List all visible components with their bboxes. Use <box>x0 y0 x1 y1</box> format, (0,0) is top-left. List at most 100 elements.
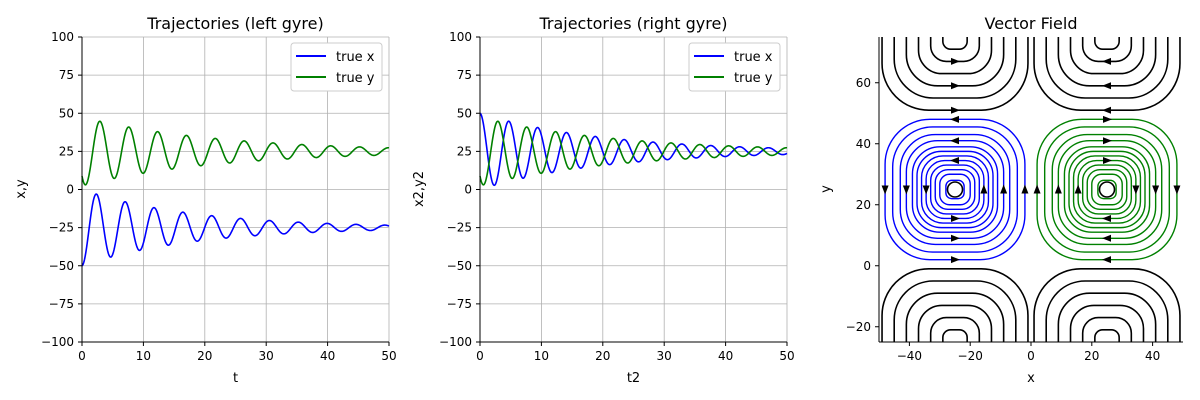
y-tick-label: 25 <box>457 144 472 158</box>
y-axis-label: x,y <box>14 179 29 199</box>
y-tick-label: −20 <box>846 320 871 334</box>
chart-title: Trajectories (right gyre) <box>538 14 727 33</box>
x-axis-label: t2 <box>627 371 640 386</box>
stream-line <box>881 268 1029 342</box>
x-tick-label: 40 <box>320 349 335 363</box>
stream-arrow <box>951 256 960 264</box>
stream-line <box>1081 37 1133 63</box>
stream-line <box>1072 155 1142 224</box>
stream-line <box>893 280 1017 342</box>
stream-arrow <box>951 363 960 370</box>
x-tick-label: 40 <box>1145 349 1160 363</box>
x-tick-label: 30 <box>657 349 672 363</box>
gyre-center <box>948 183 962 196</box>
stream-arrow <box>922 185 930 195</box>
stream-line <box>920 155 990 224</box>
stream-arrow <box>902 185 910 195</box>
x-tick-label: 0 <box>1027 349 1035 363</box>
series-line-true-x <box>479 112 788 187</box>
stream-line <box>893 37 1017 99</box>
x-tick-label: 10 <box>136 349 151 363</box>
stream-arrow <box>881 185 889 195</box>
chart-title: Trajectories (left gyre) <box>146 14 323 33</box>
stream-arrow <box>1000 184 1008 194</box>
stream-line <box>905 292 1005 342</box>
y-tick-label: −25 <box>49 221 74 235</box>
stream-line <box>1045 37 1169 99</box>
y-tick-label: 60 <box>856 76 871 90</box>
stream-line <box>929 316 981 342</box>
stream-line <box>1086 168 1128 211</box>
stream-line <box>1051 133 1163 246</box>
y-tick-label: −75 <box>49 297 74 311</box>
stream-line <box>1081 316 1133 342</box>
stream-group <box>881 37 1200 394</box>
chart-title: Vector Field <box>985 14 1078 33</box>
x-tick-label: −20 <box>958 349 983 363</box>
stream-arrow <box>980 184 988 194</box>
stream-line <box>917 37 993 75</box>
right-gyre-chart: Trajectories (right gyre) 0 10 20 30 40 50 −10… <box>412 14 795 386</box>
x-tick-label: 20 <box>595 349 610 363</box>
stream-arrow <box>1102 214 1111 222</box>
stream-line <box>1045 280 1169 342</box>
stream-line <box>1057 292 1157 342</box>
series-lines <box>479 112 788 187</box>
x-axis-label: x <box>1027 371 1035 386</box>
stream-arrow <box>1103 115 1112 123</box>
y-tick-label: −75 <box>447 297 472 311</box>
stream-arrow <box>1021 184 1029 194</box>
y-axis-label: x2,y2 <box>412 171 427 207</box>
x-tick-label: 30 <box>259 349 274 363</box>
stream-line <box>1186 116 1200 262</box>
x-tick-label: 10 <box>534 349 549 363</box>
stream-arrow <box>1102 363 1111 370</box>
legend-label-true-x: true x <box>734 50 773 65</box>
y-tick-label: 50 <box>59 106 74 120</box>
x-tick-label: 20 <box>197 349 212 363</box>
y-tick-label: 0 <box>66 183 74 197</box>
stream-arrow <box>950 137 959 145</box>
stream-line <box>939 173 971 206</box>
stream-line <box>945 179 965 200</box>
tick-labels: −40 −20 0 20 40 −20 0 20 40 60 <box>846 76 1161 363</box>
stream-line <box>1081 164 1133 215</box>
stream-line <box>1069 37 1145 75</box>
y-tick-label: 40 <box>856 137 871 151</box>
series-line-true-y <box>81 120 390 186</box>
gyre-center-ring <box>946 181 964 198</box>
stream-arrow <box>951 82 960 90</box>
y-tick-label: −50 <box>447 259 472 273</box>
stream-line <box>929 37 981 63</box>
x-tick-label: 50 <box>381 349 396 363</box>
legend-label-true-y: true y <box>336 71 375 86</box>
stream-arrow <box>951 57 960 65</box>
y-tick-label: 100 <box>51 30 74 44</box>
axes <box>875 37 1183 346</box>
tick-labels: 0 10 20 30 40 50 −100 −75 −50 −25 0 25 50 75 100 <box>439 30 795 363</box>
y-tick-label: −100 <box>439 335 472 349</box>
legend: true x true y <box>688 42 781 92</box>
left-gyre-chart: Trajectories (left gyre) 0 10 20 30 40 50 −100… <box>14 14 397 386</box>
y-tick-label: −25 <box>447 221 472 235</box>
stream-line <box>1033 268 1181 342</box>
y-tick-label: 0 <box>464 183 472 197</box>
x-tick-label: −40 <box>897 349 922 363</box>
y-axis-label: y <box>819 185 834 193</box>
stream-line <box>891 126 1019 253</box>
x-tick-label: 0 <box>78 349 86 363</box>
y-tick-label: 100 <box>449 30 472 44</box>
stream-line <box>1097 179 1117 200</box>
legend-label-true-x: true x <box>336 50 375 65</box>
stream-line <box>916 150 994 229</box>
stream-line <box>1094 37 1120 50</box>
x-tick-label: 20 <box>1084 349 1099 363</box>
stream-line <box>1043 126 1171 253</box>
x-axis-label: t <box>233 371 238 386</box>
stream-arrow <box>1102 387 1111 394</box>
stream-line <box>1091 173 1123 206</box>
stream-arrow <box>951 234 960 242</box>
stream-arrow <box>1033 184 1041 194</box>
stream-arrow <box>1102 234 1111 242</box>
